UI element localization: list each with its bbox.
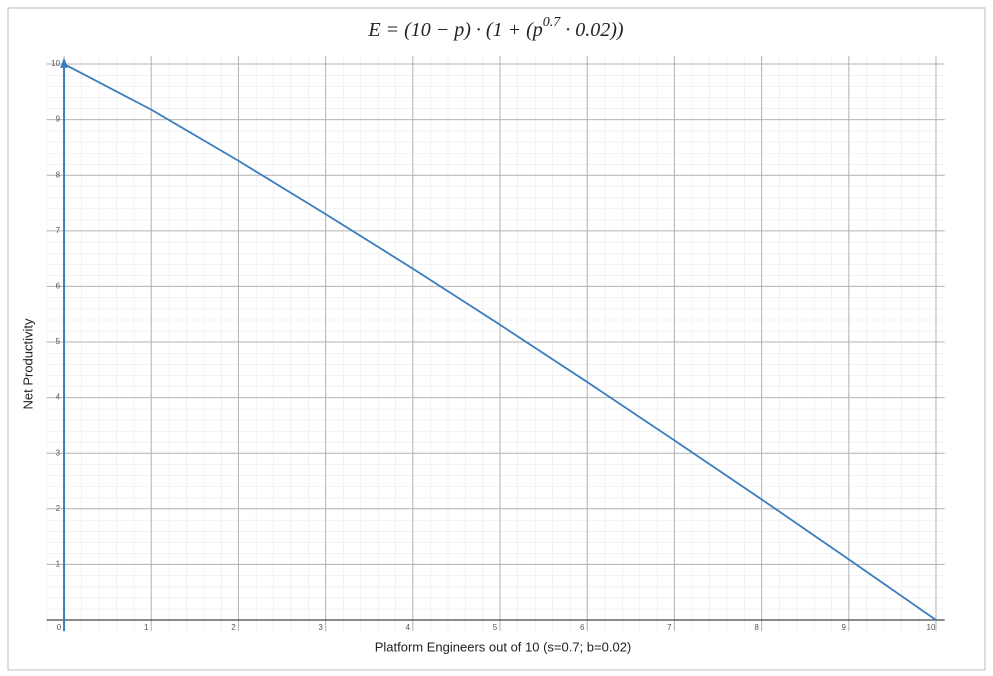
y-axis-label: Net Productivity [20, 318, 35, 410]
y-tick-label: 5 [56, 337, 61, 346]
x-tick-label: 3 [318, 623, 323, 632]
plot: 0 1 2 3 4 5 6 7 8 9 10 1 2 3 4 5 6 7 8 9 10 [46, 55, 945, 632]
y-axis-arrow [60, 57, 69, 68]
y-tick-label: 10 [51, 59, 60, 68]
x-tick-label: 10 [927, 623, 936, 632]
x-tick-label: 5 [493, 623, 498, 632]
y-tick-label: 2 [56, 504, 61, 513]
chart-title: E = (10 − p) · (1 + (p0.7 · 0.02)) [367, 15, 624, 40]
y-tick-label: 1 [56, 559, 61, 568]
x-tick-label: 7 [667, 623, 672, 632]
y-tick-label: 9 [56, 115, 61, 124]
x-tick-label: 0 [57, 623, 62, 632]
x-tick-label: 9 [842, 623, 847, 632]
x-tick-label: 1 [144, 623, 149, 632]
y-tick-label: 4 [56, 393, 61, 402]
x-tick-label: 2 [231, 623, 236, 632]
x-tick-label: 8 [754, 623, 759, 632]
x-axis-label: Platform Engineers out of 10 (s=0.7; b=0… [375, 639, 632, 654]
y-tick-label: 7 [56, 226, 61, 235]
y-tick-label: 8 [56, 170, 61, 179]
y-tick-label: 3 [56, 448, 61, 457]
y-tick-label: 6 [56, 282, 61, 291]
x-tick-label: 6 [580, 623, 585, 632]
minor-grid [46, 55, 945, 632]
x-tick-label: 4 [406, 623, 411, 632]
line [63, 63, 937, 621]
